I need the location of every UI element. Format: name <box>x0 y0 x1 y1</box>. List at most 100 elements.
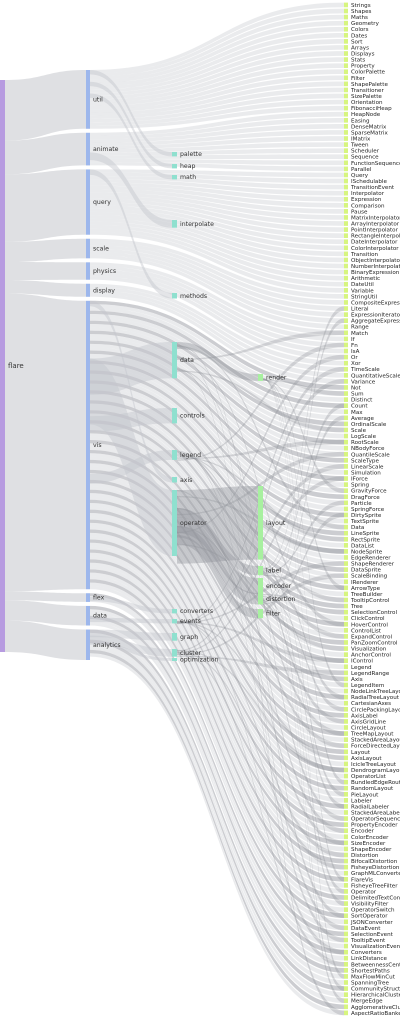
link-util-sort <box>90 39 344 93</box>
label-leaf-parallel: Parallel <box>351 167 372 173</box>
label-leaf-legend: Legend <box>351 665 372 671</box>
link-data-render <box>177 342 258 381</box>
node-leaf-jsonconverter <box>344 919 348 925</box>
label-operator-9: operator <box>180 520 207 527</box>
node-leaf-pointinterpolator <box>344 227 348 232</box>
label-leaf-operatorswitch: OperatorSwitch <box>351 908 395 914</box>
link-inner-betweennesscentrality <box>177 653 344 967</box>
label-leaf-sum: Sum <box>351 392 364 398</box>
link-vis-tree <box>90 420 344 609</box>
node-leaf-clickcontrol <box>344 615 348 621</box>
label-layout: layout <box>266 520 286 527</box>
node-leaf-ischedulable <box>344 178 348 184</box>
link-query-matrixinterpolator <box>90 192 344 220</box>
link-display-timescale <box>90 287 344 372</box>
label-axis-8: axis <box>180 477 192 484</box>
link-vis-linesprite <box>90 380 344 536</box>
node-graph-12 <box>172 633 177 641</box>
link-analytics-hierarchicalcluster <box>90 643 344 997</box>
link-analytics-agglomerativecluster <box>90 649 344 1010</box>
node-leaf-communitystructure <box>344 986 348 991</box>
link-animate-interpolate <box>90 152 172 228</box>
node-leaf-colorencoder <box>344 834 348 840</box>
link-vis-axisgridline <box>90 483 344 724</box>
label-leaf-quantitativescale: QuantitativeScale <box>351 373 400 379</box>
label-palette-0: palette <box>180 151 202 158</box>
label-leaf-jsonconverter: JSONConverter <box>350 920 393 926</box>
label-leaf-max: Max <box>351 410 363 416</box>
link-flex-converters <box>90 596 172 614</box>
link-inner-radiallabeler <box>263 598 344 809</box>
label-leaf-shaperenderer: ShapeRenderer <box>351 562 395 568</box>
label-leaf-dragforce: DragForce <box>351 495 380 501</box>
node-leaf-sizeencoder <box>344 840 348 846</box>
label-analytics: analytics <box>93 642 121 649</box>
node-leaf-operatorswitch <box>344 907 348 912</box>
node-leaf-expression <box>344 196 348 202</box>
label-leaf-pause: Pause <box>351 209 368 215</box>
link-animate-sequence <box>90 154 344 160</box>
link-util-geometry <box>90 20 344 84</box>
label-leaf-shortestpaths: ShortestPaths <box>351 968 390 974</box>
label-interpolate-3: interpolate <box>180 221 214 228</box>
link-query-arithmetic <box>90 224 344 281</box>
link-vis-shaperenderer <box>90 396 344 566</box>
node-leaf-property <box>344 63 348 68</box>
label-leaf-sizeencoder: SizeEncoder <box>351 841 386 847</box>
link-animate-scheduler <box>90 148 344 156</box>
link-vis-sum <box>90 304 344 396</box>
link-vis-data <box>90 342 172 395</box>
link-util-math <box>90 93 172 180</box>
node-leaf-propertyencoder <box>344 822 348 827</box>
link-vis-operatorlist <box>90 512 344 779</box>
label-leaf-tween: Tween <box>350 143 369 149</box>
label-leaf-maxflowmincut: MaxFlowMinCut <box>351 974 396 980</box>
node-leaf-numberinterpolator <box>344 263 348 269</box>
label-leaf-bifocaldistortion: BifocalDistortion <box>351 859 398 865</box>
label-converters-10: converters <box>180 608 213 615</box>
label-leaf-quantilescale: QuantileScale <box>351 452 390 458</box>
label-data-5: data <box>180 357 194 364</box>
node-axis-8 <box>172 477 177 483</box>
label-distortion: distortion <box>266 596 296 603</box>
label-leaf-strings: Strings <box>351 3 371 9</box>
link-inner-sortoperator <box>177 356 344 919</box>
link-vis-distortion <box>90 556 344 858</box>
label-leaf-expandcontrol: ExpandControl <box>351 634 393 640</box>
label-leaf-literal: Literal <box>351 307 369 313</box>
link-flare-vis <box>5 293 86 592</box>
link-inner-forcedirectedlayout <box>177 526 344 749</box>
label-leaf-fisheyetreefilter: FisheyeTreeFilter <box>351 883 398 889</box>
node-leaf-arrowtype <box>344 585 348 591</box>
link-query-ischedulable <box>90 172 344 184</box>
node-leaf-linkdistance <box>344 955 348 961</box>
link-inner-axislayout <box>177 621 344 761</box>
label-leaf-arrayinterpolator: ArrayInterpolator <box>351 222 400 228</box>
node-leaf-delimitedtextconverter <box>344 895 348 900</box>
link-vis-circlepackinglayout <box>90 476 344 712</box>
link-inner-iforce <box>177 476 344 654</box>
link-vis-shapeencoder <box>90 552 344 852</box>
node-leaf-arrayinterpolator <box>344 221 348 226</box>
link-flare-scale <box>5 238 86 263</box>
node-filter <box>258 609 263 619</box>
node-leaf-imatrix <box>344 136 348 141</box>
label-leaf-colorinterpolator: ColorInterpolator <box>351 246 399 252</box>
label-leaf-aspectratiobanker: AspectRatioBanker <box>351 1011 400 1017</box>
link-analytics-mergeedge <box>90 646 344 1004</box>
link-util-dates <box>90 32 344 90</box>
node-leaf-scheduler <box>344 148 348 153</box>
label-cluster-13: cluster <box>180 650 201 657</box>
label-optimization-14: optimization <box>180 657 219 664</box>
label-leaf-scale: Scale <box>351 428 367 434</box>
link-util-colorpalette <box>90 69 344 110</box>
label-leaf-pielayout: PieLayout <box>351 792 379 798</box>
link-util-displays <box>90 51 344 100</box>
node-leaf-graphmlconverter <box>344 870 348 876</box>
link-vis-stackedarealabeler <box>90 532 344 815</box>
label-display: display <box>93 287 115 294</box>
label-leaf-propertyencoder: PropertyEncoder <box>351 823 398 829</box>
node-layer <box>0 2 348 1016</box>
label-leaf-forcedirectedlayout: ForceDirectedLayout <box>351 744 400 750</box>
